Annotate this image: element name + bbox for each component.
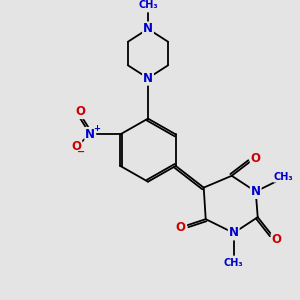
Text: O: O [272,233,282,246]
Text: +: + [93,124,100,133]
Text: O: O [75,105,85,118]
Text: N: N [143,72,153,85]
Text: N: N [143,22,153,35]
Text: O: O [251,152,261,164]
Text: O: O [176,220,186,233]
Text: CH₃: CH₃ [224,257,244,268]
Text: −: − [77,147,85,157]
Text: CH₃: CH₃ [138,0,158,10]
Text: N: N [251,185,261,198]
Text: N: N [229,226,239,239]
Text: N: N [85,128,95,141]
Text: O: O [71,140,81,153]
Text: CH₃: CH₃ [274,172,293,182]
